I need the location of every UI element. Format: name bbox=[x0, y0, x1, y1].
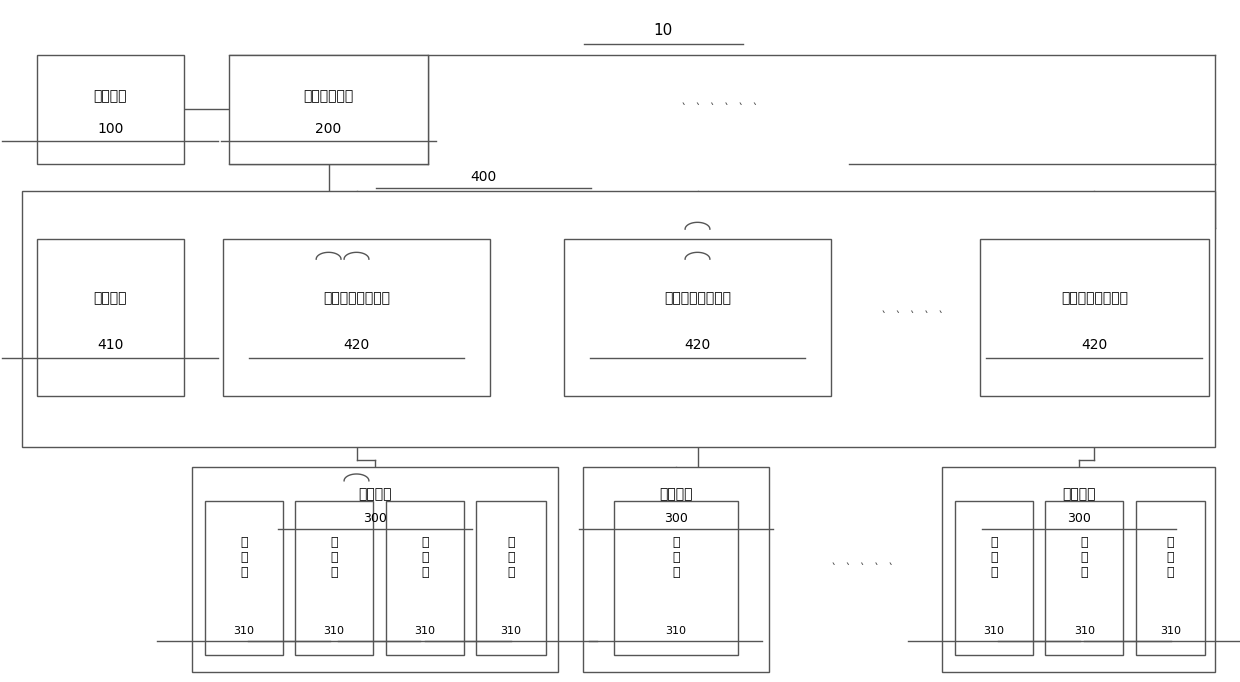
Bar bbox=[386, 501, 464, 655]
Text: 电源隔离控制模块: 电源隔离控制模块 bbox=[322, 291, 391, 306]
Text: 310: 310 bbox=[414, 626, 435, 636]
Text: `  `  `  `  `: ` ` ` ` ` bbox=[879, 310, 944, 324]
Bar bbox=[564, 239, 831, 396]
Text: 光
模
块: 光 模 块 bbox=[672, 536, 680, 579]
Text: 10: 10 bbox=[653, 23, 673, 38]
Text: 300: 300 bbox=[1066, 512, 1091, 525]
Bar bbox=[942, 467, 1215, 672]
Bar bbox=[955, 501, 1033, 655]
Bar bbox=[223, 239, 490, 396]
Text: 光
模
块: 光 模 块 bbox=[330, 536, 339, 579]
Bar bbox=[1136, 501, 1205, 655]
Text: 420: 420 bbox=[343, 338, 370, 353]
Text: 光
模
块: 光 模 块 bbox=[1080, 536, 1089, 579]
Bar bbox=[37, 55, 184, 164]
Bar bbox=[476, 501, 546, 655]
Text: 310: 310 bbox=[983, 626, 1004, 636]
Bar bbox=[192, 467, 558, 672]
Text: 420: 420 bbox=[1081, 338, 1107, 353]
Text: 310: 310 bbox=[501, 626, 521, 636]
Bar bbox=[614, 501, 738, 655]
Text: 310: 310 bbox=[666, 626, 686, 636]
Text: 光
模
块: 光 模 块 bbox=[507, 536, 515, 579]
Text: 310: 310 bbox=[233, 626, 254, 636]
Bar bbox=[583, 467, 769, 672]
Text: 300: 300 bbox=[663, 512, 688, 525]
Text: 300: 300 bbox=[363, 512, 387, 525]
Text: 处理模块: 处理模块 bbox=[93, 291, 128, 306]
Text: 电源隔离控制模块: 电源隔离控制模块 bbox=[663, 291, 732, 306]
Text: 光模块组: 光模块组 bbox=[658, 488, 693, 501]
Bar bbox=[229, 55, 428, 164]
Text: 420: 420 bbox=[684, 338, 711, 353]
Text: 410: 410 bbox=[97, 338, 124, 353]
Text: 光模块组: 光模块组 bbox=[358, 488, 392, 501]
Text: `  `  `  `  `: ` ` ` ` ` bbox=[830, 563, 894, 576]
Text: 光
模
块: 光 模 块 bbox=[239, 536, 248, 579]
Bar bbox=[22, 191, 1215, 447]
Text: 电源隔离控制模块: 电源隔离控制模块 bbox=[1060, 291, 1128, 306]
Text: 310: 310 bbox=[1074, 626, 1095, 636]
Text: `  `  `  `  `  `: ` ` ` ` ` ` bbox=[681, 102, 758, 116]
Text: 供电电源: 供电电源 bbox=[93, 89, 128, 103]
Text: 光
模
块: 光 模 块 bbox=[420, 536, 429, 579]
Bar bbox=[37, 239, 184, 396]
Text: 电源转换模块: 电源转换模块 bbox=[304, 89, 353, 103]
Bar bbox=[980, 239, 1209, 396]
Text: 400: 400 bbox=[470, 170, 497, 184]
Text: 100: 100 bbox=[97, 122, 124, 136]
Text: 光
模
块: 光 模 块 bbox=[1167, 536, 1174, 579]
Bar bbox=[205, 501, 283, 655]
Text: 光模块组: 光模块组 bbox=[1061, 488, 1096, 501]
Text: 光
模
块: 光 模 块 bbox=[990, 536, 998, 579]
Text: 200: 200 bbox=[315, 122, 342, 136]
Bar bbox=[1045, 501, 1123, 655]
Bar bbox=[295, 501, 373, 655]
Text: 310: 310 bbox=[324, 626, 345, 636]
Text: 310: 310 bbox=[1161, 626, 1180, 636]
